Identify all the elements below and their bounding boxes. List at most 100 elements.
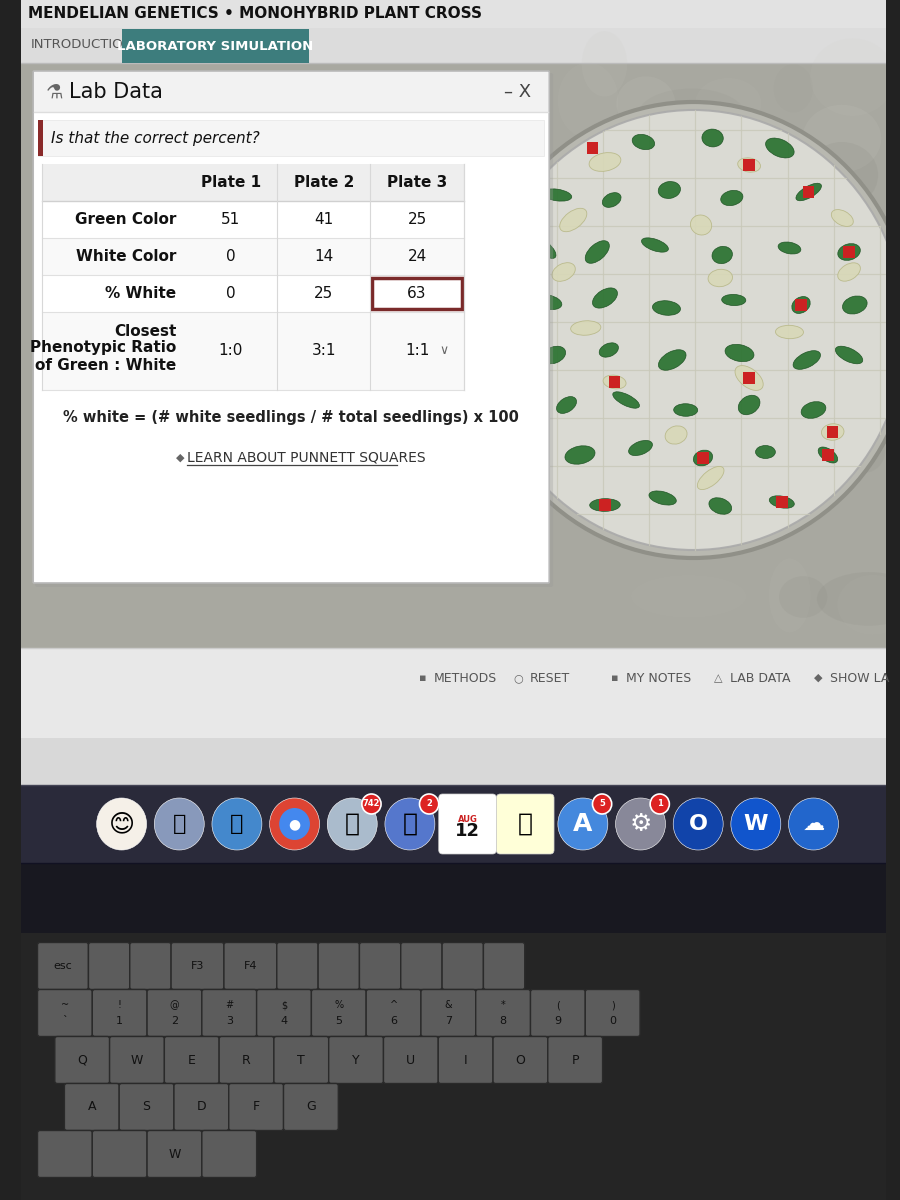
FancyBboxPatch shape	[202, 990, 256, 1037]
Ellipse shape	[769, 558, 811, 632]
FancyBboxPatch shape	[38, 990, 93, 1037]
Ellipse shape	[571, 320, 601, 335]
Text: 0: 0	[609, 1016, 617, 1026]
Text: 🚀: 🚀	[173, 814, 186, 834]
Ellipse shape	[542, 188, 572, 202]
Text: SHOW LA: SHOW LA	[830, 672, 889, 684]
Ellipse shape	[735, 366, 763, 390]
Ellipse shape	[750, 404, 847, 444]
Ellipse shape	[751, 325, 824, 394]
Ellipse shape	[796, 184, 822, 200]
FancyBboxPatch shape	[38, 1130, 93, 1177]
Ellipse shape	[613, 391, 640, 408]
Ellipse shape	[837, 575, 900, 635]
Circle shape	[482, 110, 900, 550]
Text: A: A	[573, 812, 592, 836]
Ellipse shape	[817, 572, 900, 625]
FancyBboxPatch shape	[174, 1084, 229, 1130]
Ellipse shape	[590, 152, 621, 172]
Text: LAB DATA: LAB DATA	[730, 672, 790, 684]
FancyBboxPatch shape	[383, 1037, 438, 1084]
Text: 2: 2	[171, 1016, 178, 1026]
Ellipse shape	[693, 450, 713, 466]
FancyBboxPatch shape	[38, 942, 88, 990]
Text: ⚙: ⚙	[629, 812, 652, 836]
Text: W: W	[743, 814, 768, 834]
Text: G: G	[306, 1100, 316, 1114]
Bar	[21, 62, 886, 653]
Circle shape	[362, 794, 381, 814]
Bar	[21, 785, 886, 863]
Text: Plate 1: Plate 1	[201, 175, 261, 190]
FancyBboxPatch shape	[421, 990, 476, 1037]
Ellipse shape	[753, 272, 838, 338]
Ellipse shape	[487, 292, 546, 347]
FancyBboxPatch shape	[530, 990, 585, 1037]
FancyBboxPatch shape	[311, 990, 366, 1037]
Text: MENDELIAN GENETICS • MONOHYBRID PLANT CROSS: MENDELIAN GENETICS • MONOHYBRID PLANT CR…	[29, 6, 482, 22]
Circle shape	[788, 798, 839, 850]
Ellipse shape	[838, 263, 860, 281]
FancyBboxPatch shape	[359, 942, 400, 990]
Text: 12: 12	[455, 822, 480, 840]
Ellipse shape	[806, 142, 878, 208]
Circle shape	[279, 808, 310, 840]
FancyBboxPatch shape	[284, 1084, 338, 1130]
Text: ∨: ∨	[439, 344, 448, 358]
Text: 14: 14	[314, 248, 334, 264]
Text: LABORATORY SIMULATION: LABORATORY SIMULATION	[117, 40, 313, 53]
FancyBboxPatch shape	[171, 942, 224, 990]
Ellipse shape	[533, 144, 642, 216]
Text: 51: 51	[221, 212, 240, 227]
Ellipse shape	[632, 575, 746, 617]
Bar	[21, 648, 886, 738]
FancyBboxPatch shape	[438, 794, 497, 854]
Ellipse shape	[779, 576, 827, 618]
Text: *: *	[500, 1001, 506, 1010]
Ellipse shape	[774, 65, 813, 113]
FancyBboxPatch shape	[476, 990, 530, 1037]
Ellipse shape	[638, 89, 745, 142]
Text: % White: % White	[105, 286, 176, 301]
Bar	[34, 72, 548, 112]
FancyBboxPatch shape	[277, 942, 318, 990]
Ellipse shape	[772, 365, 832, 420]
Text: INTRODUCTION: INTRODUCTION	[31, 38, 132, 52]
Ellipse shape	[792, 296, 810, 313]
Ellipse shape	[592, 288, 617, 308]
Text: #: #	[225, 1001, 233, 1010]
Ellipse shape	[658, 181, 680, 198]
FancyBboxPatch shape	[229, 1084, 284, 1130]
Text: W: W	[168, 1147, 181, 1160]
FancyBboxPatch shape	[55, 1037, 110, 1084]
FancyBboxPatch shape	[256, 990, 311, 1037]
Ellipse shape	[370, 335, 463, 386]
Bar	[743, 158, 755, 170]
Text: ○: ○	[514, 673, 524, 683]
FancyBboxPatch shape	[165, 1037, 219, 1084]
Text: △: △	[714, 673, 723, 683]
Bar	[41, 200, 464, 238]
Text: ◆: ◆	[814, 673, 823, 683]
Text: 5: 5	[336, 1016, 342, 1026]
Text: I: I	[464, 1054, 467, 1067]
Ellipse shape	[725, 344, 754, 361]
Ellipse shape	[632, 134, 654, 150]
Text: Plate 3: Plate 3	[387, 175, 447, 190]
Ellipse shape	[776, 325, 804, 338]
Ellipse shape	[778, 242, 801, 254]
Ellipse shape	[755, 445, 776, 458]
FancyBboxPatch shape	[93, 990, 147, 1037]
Ellipse shape	[560, 209, 587, 232]
Text: S: S	[142, 1100, 150, 1114]
FancyBboxPatch shape	[585, 990, 640, 1037]
Ellipse shape	[604, 493, 717, 536]
Text: 1:0: 1:0	[219, 343, 243, 359]
Ellipse shape	[642, 238, 669, 252]
Text: White Color: White Color	[76, 248, 176, 264]
Text: F3: F3	[191, 961, 204, 971]
Text: 📮: 📮	[345, 812, 360, 836]
Ellipse shape	[832, 210, 853, 227]
Ellipse shape	[738, 395, 760, 415]
Circle shape	[558, 798, 608, 850]
